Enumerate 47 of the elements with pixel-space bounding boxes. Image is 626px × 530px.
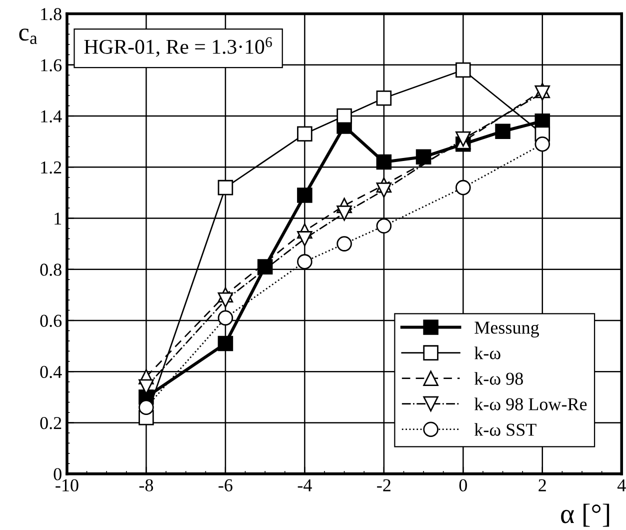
point [495,124,510,139]
x-tick-label: 0 [459,479,467,492]
x-tick-label: -8 [139,479,154,492]
point [376,90,392,106]
point [218,336,234,352]
x-tick-label: -2 [377,479,390,492]
x-tick-label: -10 [56,479,78,492]
legend-label: k-ω 98 [474,372,523,385]
point [336,236,352,252]
point [416,149,432,165]
x-tick-label: 2 [538,479,546,492]
x-axis-title: α [°] [561,504,610,527]
x-tick-label: -6 [218,479,232,492]
y-axis-title: c$_{a}$ [19,28,38,44]
point [336,205,352,221]
point [297,254,312,270]
point [218,180,234,196]
x-tick-label: 4 [617,479,626,492]
y-tick-label: 0.4 [40,366,62,378]
point [376,154,392,170]
point [456,62,471,78]
point [534,136,550,152]
y-tick-label: 1.8 [41,8,62,20]
x-tick-label: -4 [298,479,312,492]
point [138,400,154,416]
legend-label: Messung [474,322,539,338]
y-tick-label: 0.2 [40,416,62,430]
y-tick-label: 0.8 [40,264,62,276]
y-tick-label: 1.6 [41,59,62,72]
point [376,182,392,198]
point [456,180,471,196]
point [297,126,312,142]
legend-label: k-ω SST [474,423,536,436]
y-tick-label: 0 [54,468,62,480]
y-tick-label: 1 [54,212,62,225]
y-tick-label: 1.2 [41,161,62,174]
point [336,108,352,124]
point [218,292,234,308]
legend-label: k-ω 98 Low-Re [474,398,587,410]
y-tick-label: 0.6 [40,314,62,327]
legend-label: k-ω [474,346,500,360]
point [376,218,392,234]
point [297,231,312,246]
point [218,310,234,326]
point [297,188,312,203]
annotation: HGR-01, Re = 1.3·10$^{6}$ [84,37,272,57]
y-tick-label: 1.4 [41,110,62,123]
